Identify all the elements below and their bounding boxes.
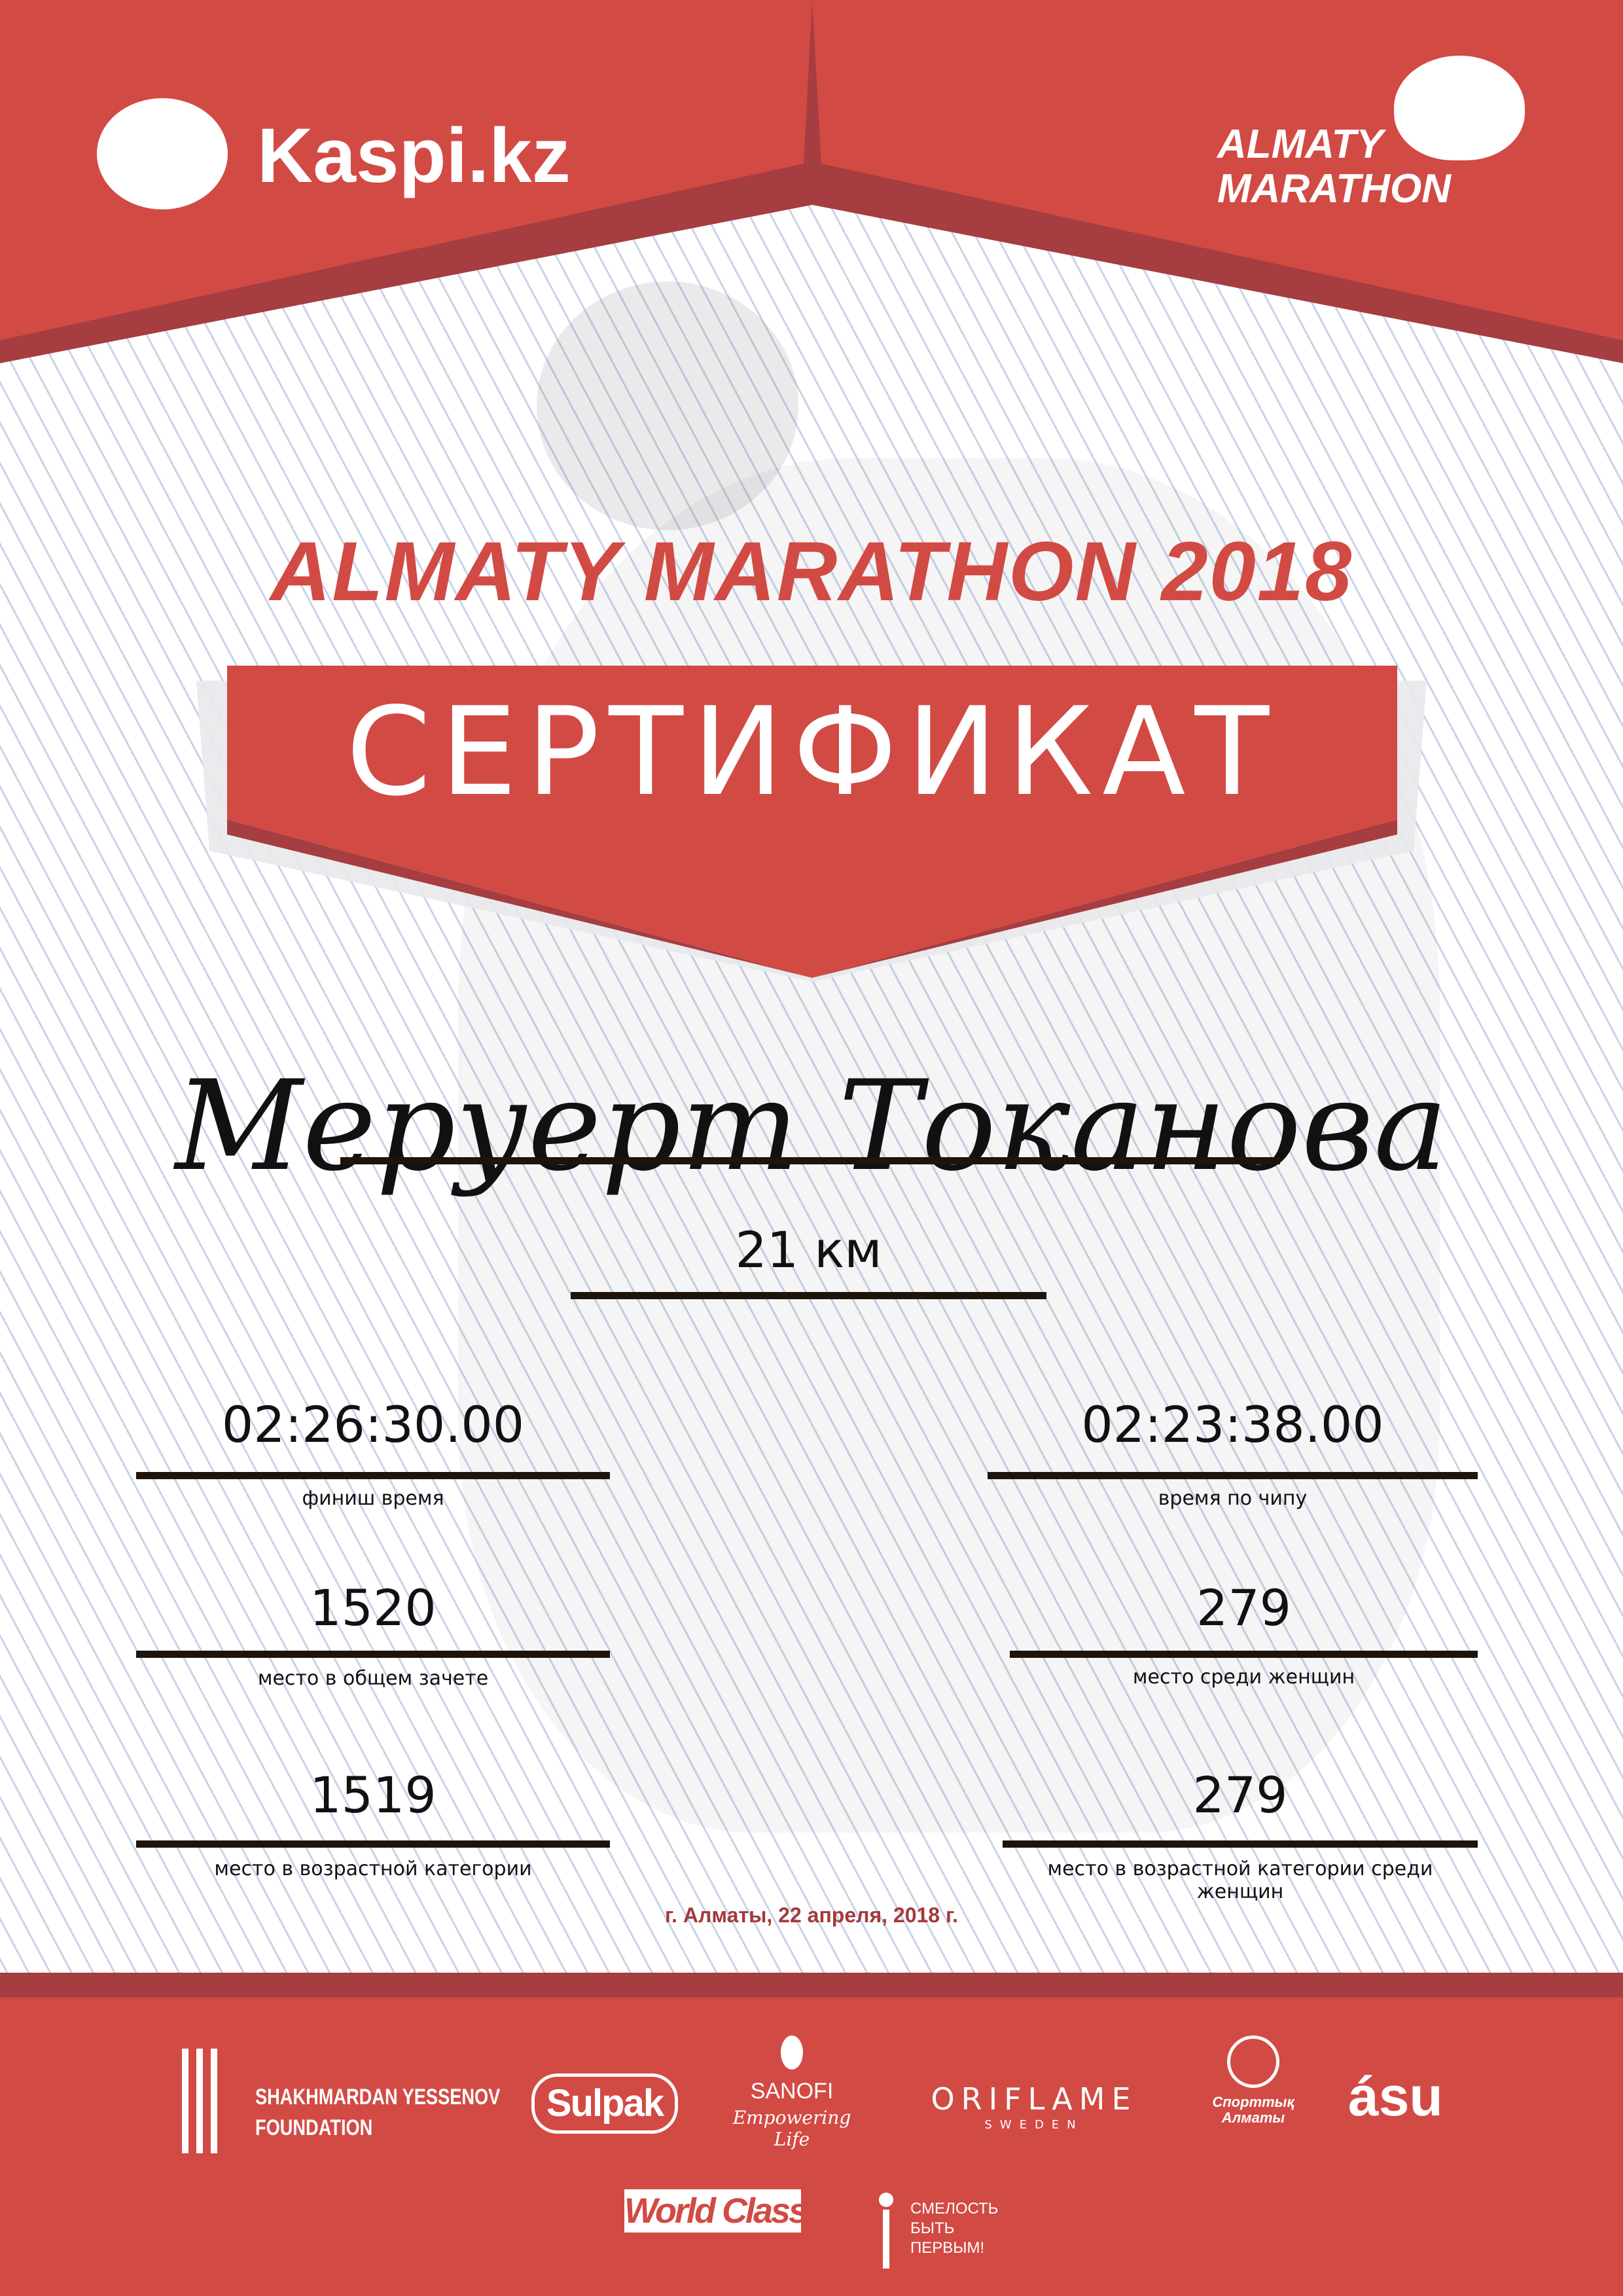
world-class-logo: World Class <box>624 2189 808 2233</box>
certificate-banner <box>196 666 1427 982</box>
underline <box>136 1651 610 1658</box>
name-underline <box>340 1157 1280 1164</box>
partners-footer <box>0 1998 1623 2296</box>
underline <box>1003 1840 1478 1848</box>
footer-band <box>0 1973 1623 1998</box>
sport-almaty-logo: Спорттық Алматы <box>1211 2036 1296 2126</box>
distance: 21 км <box>735 1221 882 1279</box>
sanofi-logo: SANOFI Empowering Life <box>726 2036 857 2150</box>
background-pattern <box>0 0 1623 1998</box>
distance-underline <box>571 1292 1046 1299</box>
runners-photo <box>537 281 798 530</box>
underline <box>136 1472 610 1479</box>
underline <box>1010 1651 1478 1658</box>
oriflame-logo: ORIFLAME SWEDEN <box>931 2081 1137 2132</box>
date-place: г. Алматы, 22 апреля, 2018 г. <box>665 1903 958 1927</box>
underline <box>988 1472 1478 1479</box>
asu-logo: ásu <box>1348 2066 1443 2127</box>
event-title: ALMATY MARATHON 2018 <box>270 525 1353 619</box>
header-banner <box>0 0 1623 363</box>
sulpak-logo: Sulpak <box>531 2073 678 2134</box>
underline <box>136 1840 610 1848</box>
participant-name: Меруерт Токанова <box>175 1054 1448 1198</box>
certificate-label: СЕРТИФИКАТ <box>346 681 1279 823</box>
